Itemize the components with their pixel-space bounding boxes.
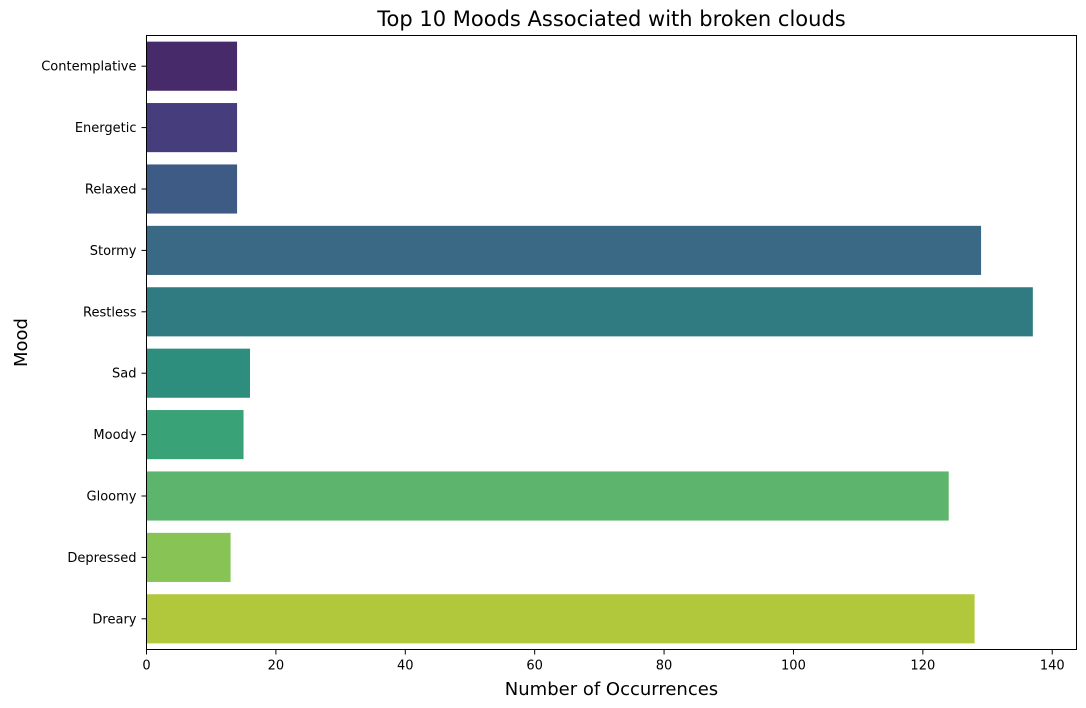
y-tick-label: Restless <box>83 305 137 320</box>
x-tick-label: 40 <box>397 659 414 674</box>
chart-title: Top 10 Moods Associated with broken clou… <box>376 7 845 31</box>
bars-group <box>146 41 1033 644</box>
x-tick-label: 80 <box>656 659 673 674</box>
x-tick-label: 0 <box>142 659 150 674</box>
bar-gloomy <box>146 471 949 521</box>
x-axis-title: Number of Occurrences <box>505 679 718 700</box>
bar-contemplative <box>146 41 238 91</box>
y-tick-label: Moody <box>93 428 136 443</box>
x-tick-label: 100 <box>781 659 806 674</box>
bar-relaxed <box>146 164 238 214</box>
bar-energetic <box>146 103 238 153</box>
y-tick-group: Contemplative Energetic Relaxed Stormy Restl… <box>41 60 147 627</box>
x-tick-label: 60 <box>526 659 543 674</box>
bar-dreary <box>146 594 975 644</box>
y-tick-label: Contemplative <box>41 60 136 75</box>
x-tick-group: 0 20 40 60 80 100 120 140 <box>142 649 1065 674</box>
bar-moody <box>146 410 244 460</box>
x-tick-label: 140 <box>1040 659 1065 674</box>
x-tick-label: 20 <box>268 659 285 674</box>
y-tick-label: Dreary <box>92 612 136 627</box>
x-tick-label: 120 <box>910 659 935 674</box>
y-tick-label: Depressed <box>67 551 136 566</box>
bar-restless <box>146 287 1033 337</box>
plot-frame <box>146 35 1077 650</box>
y-tick-label: Sad <box>112 367 136 382</box>
y-axis-title: Mood <box>11 318 32 367</box>
y-tick-label: Relaxed <box>85 183 137 198</box>
bar-stormy <box>146 225 982 275</box>
y-tick-label: Stormy <box>90 244 137 259</box>
bar-depressed <box>146 532 231 582</box>
y-tick-label: Gloomy <box>87 490 137 505</box>
bar-sad <box>146 348 251 398</box>
y-tick-label: Energetic <box>75 121 137 136</box>
